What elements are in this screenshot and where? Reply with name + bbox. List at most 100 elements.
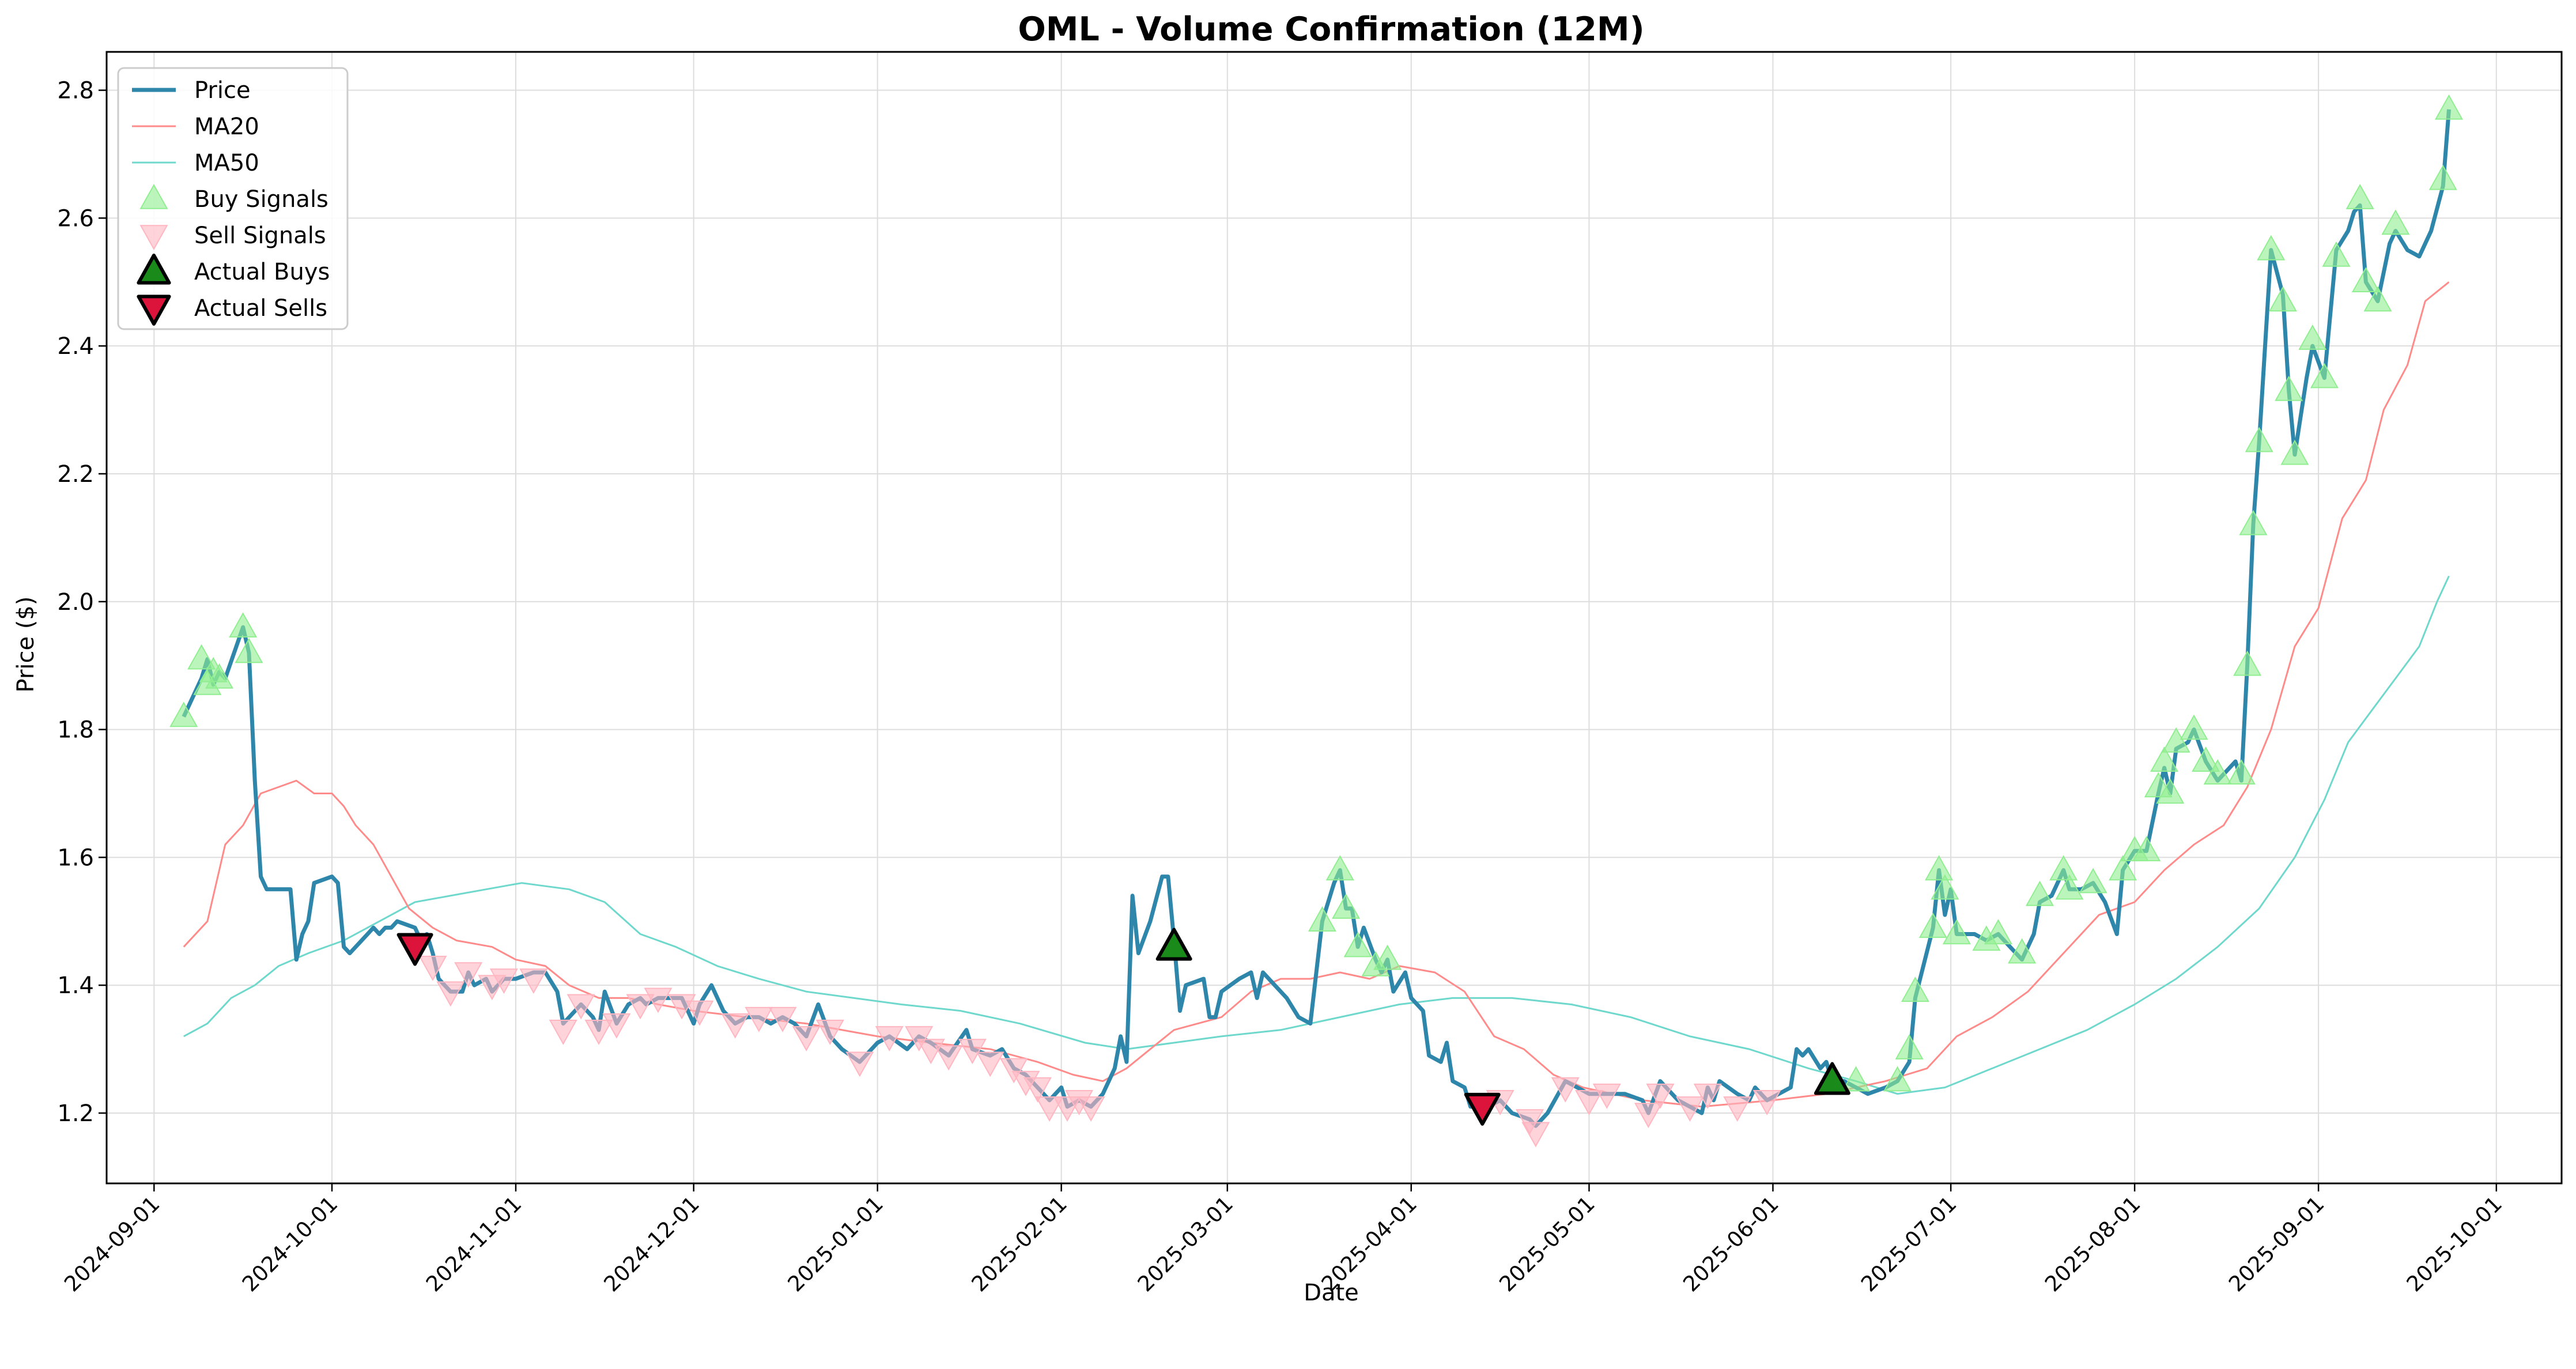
actual-buy-marker xyxy=(1155,927,1192,961)
buy-signal-marker xyxy=(229,612,258,638)
sell-signal-marker xyxy=(1693,1083,1722,1109)
legend-handle-actual-sell xyxy=(137,295,171,326)
buy-signal-marker xyxy=(2162,727,2190,753)
actual-buy-marker xyxy=(1814,1062,1850,1095)
sell-signal-marker xyxy=(519,968,548,994)
sell-signal-marker xyxy=(436,981,465,1007)
buy-signal-marker xyxy=(1343,931,1372,957)
buy-signal-marker xyxy=(1931,874,1959,900)
buy-signal-marker xyxy=(2257,235,2286,261)
buy-signal-marker xyxy=(1308,906,1336,932)
sell-signal-marker xyxy=(418,956,447,981)
legend-handle-buy-signal xyxy=(139,183,168,209)
buy-signal-marker xyxy=(2192,746,2220,772)
sell-signal-marker xyxy=(1551,1077,1580,1103)
legend-label: Actual Sells xyxy=(194,295,327,322)
sell-signal-marker xyxy=(1035,1096,1064,1122)
ma20-line-group xyxy=(183,281,2450,1108)
sell-signal-marker xyxy=(549,1020,577,1045)
buy-signal-marker xyxy=(2245,427,2273,452)
buy-signal-marker xyxy=(2322,241,2351,267)
buy-signal-marker xyxy=(2310,363,2339,389)
sell-signal-marker xyxy=(1646,1083,1675,1109)
buy-signal-marker xyxy=(1325,855,1354,881)
buy-signal-marker xyxy=(2132,836,2161,862)
buy-signal-marker xyxy=(2233,650,2262,676)
sell-signal-marker xyxy=(1521,1122,1550,1148)
legend-box xyxy=(117,67,349,330)
buy-signal-marker xyxy=(2150,746,2179,772)
sell-signal-marker xyxy=(1077,1096,1105,1122)
sell-signal-marker xyxy=(934,1045,963,1071)
sell-signal-marker xyxy=(1723,1096,1752,1122)
sell-signal-marker xyxy=(768,1006,797,1032)
buy-signal-marker xyxy=(1373,944,1402,970)
sell-signal-marker xyxy=(905,1026,934,1051)
buy-signal-marker xyxy=(1984,919,2012,945)
sell-signal-marker xyxy=(626,994,655,1020)
buy-signal-marker xyxy=(205,663,234,689)
sell-signal-marker xyxy=(584,1020,613,1045)
buy-signal-marker xyxy=(2345,184,2374,209)
buy-signal-marker xyxy=(2268,286,2297,312)
y-tick-label: 2.4 xyxy=(57,333,94,360)
buy-signal-marker xyxy=(2008,938,2037,964)
legend-label: MA50 xyxy=(194,150,259,176)
legend-label: Sell Signals xyxy=(194,222,326,249)
buy-signal-marker xyxy=(2227,759,2256,785)
buy-signal-marker xyxy=(235,638,263,663)
sell-signal-marker xyxy=(958,1039,987,1065)
buy-signal-marker xyxy=(1925,855,1954,881)
legend-handle-sell-signal xyxy=(139,225,168,251)
y-tick-label: 2.0 xyxy=(57,589,94,616)
y-tick-label: 1.6 xyxy=(57,844,94,871)
buy-signal-marker xyxy=(2280,439,2309,465)
sell-signal-marker xyxy=(685,1000,714,1026)
buy-signal-marker xyxy=(1883,1066,1912,1092)
sell-signal-marker xyxy=(976,1051,1004,1077)
sell-signal-marker xyxy=(1675,1096,1704,1122)
buy-signal-marker xyxy=(1842,1066,1871,1092)
buy-signal-marker xyxy=(2025,880,2054,906)
x-axis-label: Date xyxy=(1304,1280,1359,1306)
buy-signal-marker xyxy=(1942,919,1971,945)
actual-sell-marker xyxy=(1464,1092,1501,1126)
buy-signal-marker xyxy=(1918,912,1947,938)
buy-signal-marker xyxy=(2180,714,2208,740)
chart-title: OML - Volume Confirmation (12M) xyxy=(1018,10,1644,48)
legend-handle-actual-buy xyxy=(137,254,171,285)
sell-signal-marker xyxy=(1516,1109,1544,1135)
y-axis-ticks: 1.2 1.4 1.6 1.8 2.0 2.2 2.4 2.6 2.8 xyxy=(57,78,107,1127)
buy-signal-marker xyxy=(2363,286,2392,312)
legend-label: Actual Buys xyxy=(194,259,330,285)
sell-signal-marker xyxy=(1023,1077,1052,1103)
buy-signal-marker xyxy=(2298,325,2327,350)
buy-signal-marker xyxy=(2428,164,2457,190)
sell-signal-marker xyxy=(875,1026,904,1051)
sell-signal-marker xyxy=(1752,1090,1781,1115)
actual-sell-marker xyxy=(396,933,433,966)
buy-signal-marker xyxy=(2351,267,2380,293)
y-tick-label: 1.2 xyxy=(57,1100,94,1127)
actual-trade-markers xyxy=(396,927,1850,1126)
sell-signal-marker xyxy=(1574,1090,1603,1115)
buy-signal-marker xyxy=(2049,855,2078,881)
sell-signal-marker xyxy=(602,1013,631,1039)
buy-signal-marker xyxy=(169,702,198,727)
buy-signal-marker xyxy=(2239,510,2268,535)
buy-signal-marker xyxy=(1901,976,1929,1002)
buy-signal-marker xyxy=(1895,1034,1924,1059)
buy-signal-marker xyxy=(2275,375,2303,401)
y-tick-label: 1.4 xyxy=(57,972,94,999)
y-tick-label: 2.8 xyxy=(57,78,94,104)
y-axis-label: Price ($) xyxy=(13,597,39,693)
buy-signal-marker xyxy=(2381,209,2410,235)
sell-signal-marker xyxy=(745,1006,773,1032)
sell-signal-marker xyxy=(792,1026,821,1051)
sell-signal-marker xyxy=(566,994,595,1020)
y-tick-label: 1.8 xyxy=(57,717,94,744)
sell-signal-marker xyxy=(1592,1083,1621,1109)
buy-signal-marker xyxy=(2434,94,2463,120)
